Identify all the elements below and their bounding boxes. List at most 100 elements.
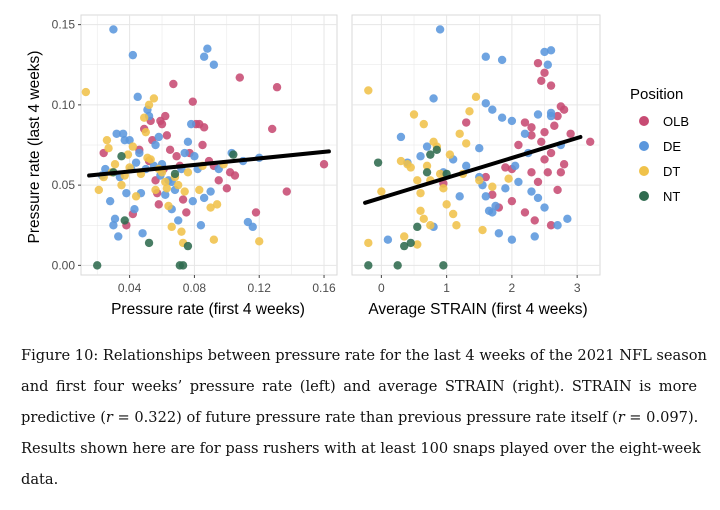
point-de [154, 132, 163, 142]
point-nt [406, 238, 415, 248]
point-de [199, 52, 209, 61]
point-dt [488, 182, 497, 191]
point-dt [144, 100, 154, 110]
point-olb [507, 196, 517, 206]
point-de [530, 232, 539, 241]
point-de [533, 193, 543, 203]
point-dt [455, 129, 464, 138]
point-dt [462, 139, 471, 148]
point-nt [93, 261, 102, 270]
point-de [203, 44, 212, 53]
point-olb [556, 168, 566, 177]
legend-swatch-olb [639, 116, 649, 126]
caption-text: predictive ( [21, 409, 106, 426]
point-dt [406, 163, 415, 172]
point-de [120, 135, 129, 145]
point-olb [165, 145, 175, 155]
point-dt [426, 221, 435, 230]
point-de [105, 196, 115, 206]
caption-text: and first four weeks’ pressure rate (lef… [21, 378, 697, 395]
legend-label-dt: DT [663, 164, 680, 179]
point-de [416, 152, 425, 161]
point-olb [543, 168, 552, 177]
point-nt [178, 261, 188, 270]
point-olb [586, 137, 595, 146]
point-de [110, 214, 120, 224]
point-olb [251, 208, 261, 217]
point-dt [110, 160, 120, 169]
point-de [138, 229, 147, 238]
point-dt [149, 94, 159, 103]
point-olb [267, 124, 277, 134]
point-de [481, 99, 490, 108]
x-tick-label: 0.04 [118, 281, 142, 295]
right-x-axis-label: Average STRAIN (first 4 weeks) [368, 301, 587, 318]
point-dt [448, 209, 458, 219]
point-dt [419, 119, 428, 129]
x-tick-label: 0 [378, 281, 385, 295]
point-dt [416, 206, 425, 216]
figure-caption: Figure 10: Relationships between pressur… [21, 340, 707, 495]
point-de [540, 47, 549, 57]
legend-swatch-de [639, 141, 649, 151]
point-de [429, 94, 438, 103]
point-de [114, 232, 123, 241]
y-tick-label: 0.15 [52, 18, 76, 32]
point-dt [104, 144, 113, 153]
x-tick-label: 0.16 [312, 281, 336, 295]
point-de [510, 161, 520, 171]
point-dt [162, 184, 172, 193]
point-nt [432, 145, 442, 155]
point-dt [409, 110, 419, 119]
point-dt [123, 150, 133, 159]
caption-text: = 0.097). [624, 409, 699, 426]
point-dt [167, 222, 176, 232]
point-de [481, 52, 490, 61]
point-olb [481, 172, 490, 182]
point-olb [520, 118, 530, 127]
point-de [507, 116, 517, 126]
point-nt [229, 150, 238, 159]
point-de [422, 142, 432, 151]
point-olb [319, 160, 329, 169]
point-de [101, 164, 110, 174]
left-x-axis-label: Pressure rate (first 4 weeks) [111, 301, 305, 318]
point-dt [475, 176, 484, 185]
point-olb [559, 105, 569, 114]
point-dt [478, 225, 487, 235]
point-olb [188, 97, 197, 106]
point-de [188, 196, 197, 206]
regression-line [87, 149, 331, 178]
point-de [488, 208, 497, 217]
point-de [118, 129, 128, 138]
point-de [186, 119, 196, 129]
point-olb [156, 116, 165, 126]
caption-text: = 0.322) of future pressure rate than pr… [112, 409, 618, 426]
legend-item-de: DE [639, 139, 681, 154]
point-olb [230, 171, 240, 180]
point-de [209, 60, 219, 69]
point-de [130, 204, 139, 214]
point-de [462, 161, 471, 171]
point-dt [183, 168, 193, 177]
point-dt [439, 184, 448, 193]
point-de [183, 137, 193, 146]
point-olb [533, 58, 543, 68]
point-dt [117, 180, 126, 190]
point-dt [465, 107, 474, 116]
point-de [109, 25, 118, 34]
legend-item-dt: DT [639, 164, 680, 179]
x-tick-label: 0.08 [183, 281, 207, 295]
point-nt [144, 238, 154, 248]
y-tick-label: 0.00 [52, 258, 76, 272]
point-dt [442, 200, 451, 209]
point-dt [128, 142, 138, 151]
point-olb [540, 155, 549, 164]
point-dt [504, 174, 513, 183]
point-nt [364, 261, 373, 270]
point-dt [422, 161, 432, 171]
point-olb [222, 184, 232, 193]
caption-text: Figure 10: Relationships between pressur… [21, 347, 707, 364]
point-dt [139, 113, 149, 122]
point-dt [151, 185, 160, 195]
